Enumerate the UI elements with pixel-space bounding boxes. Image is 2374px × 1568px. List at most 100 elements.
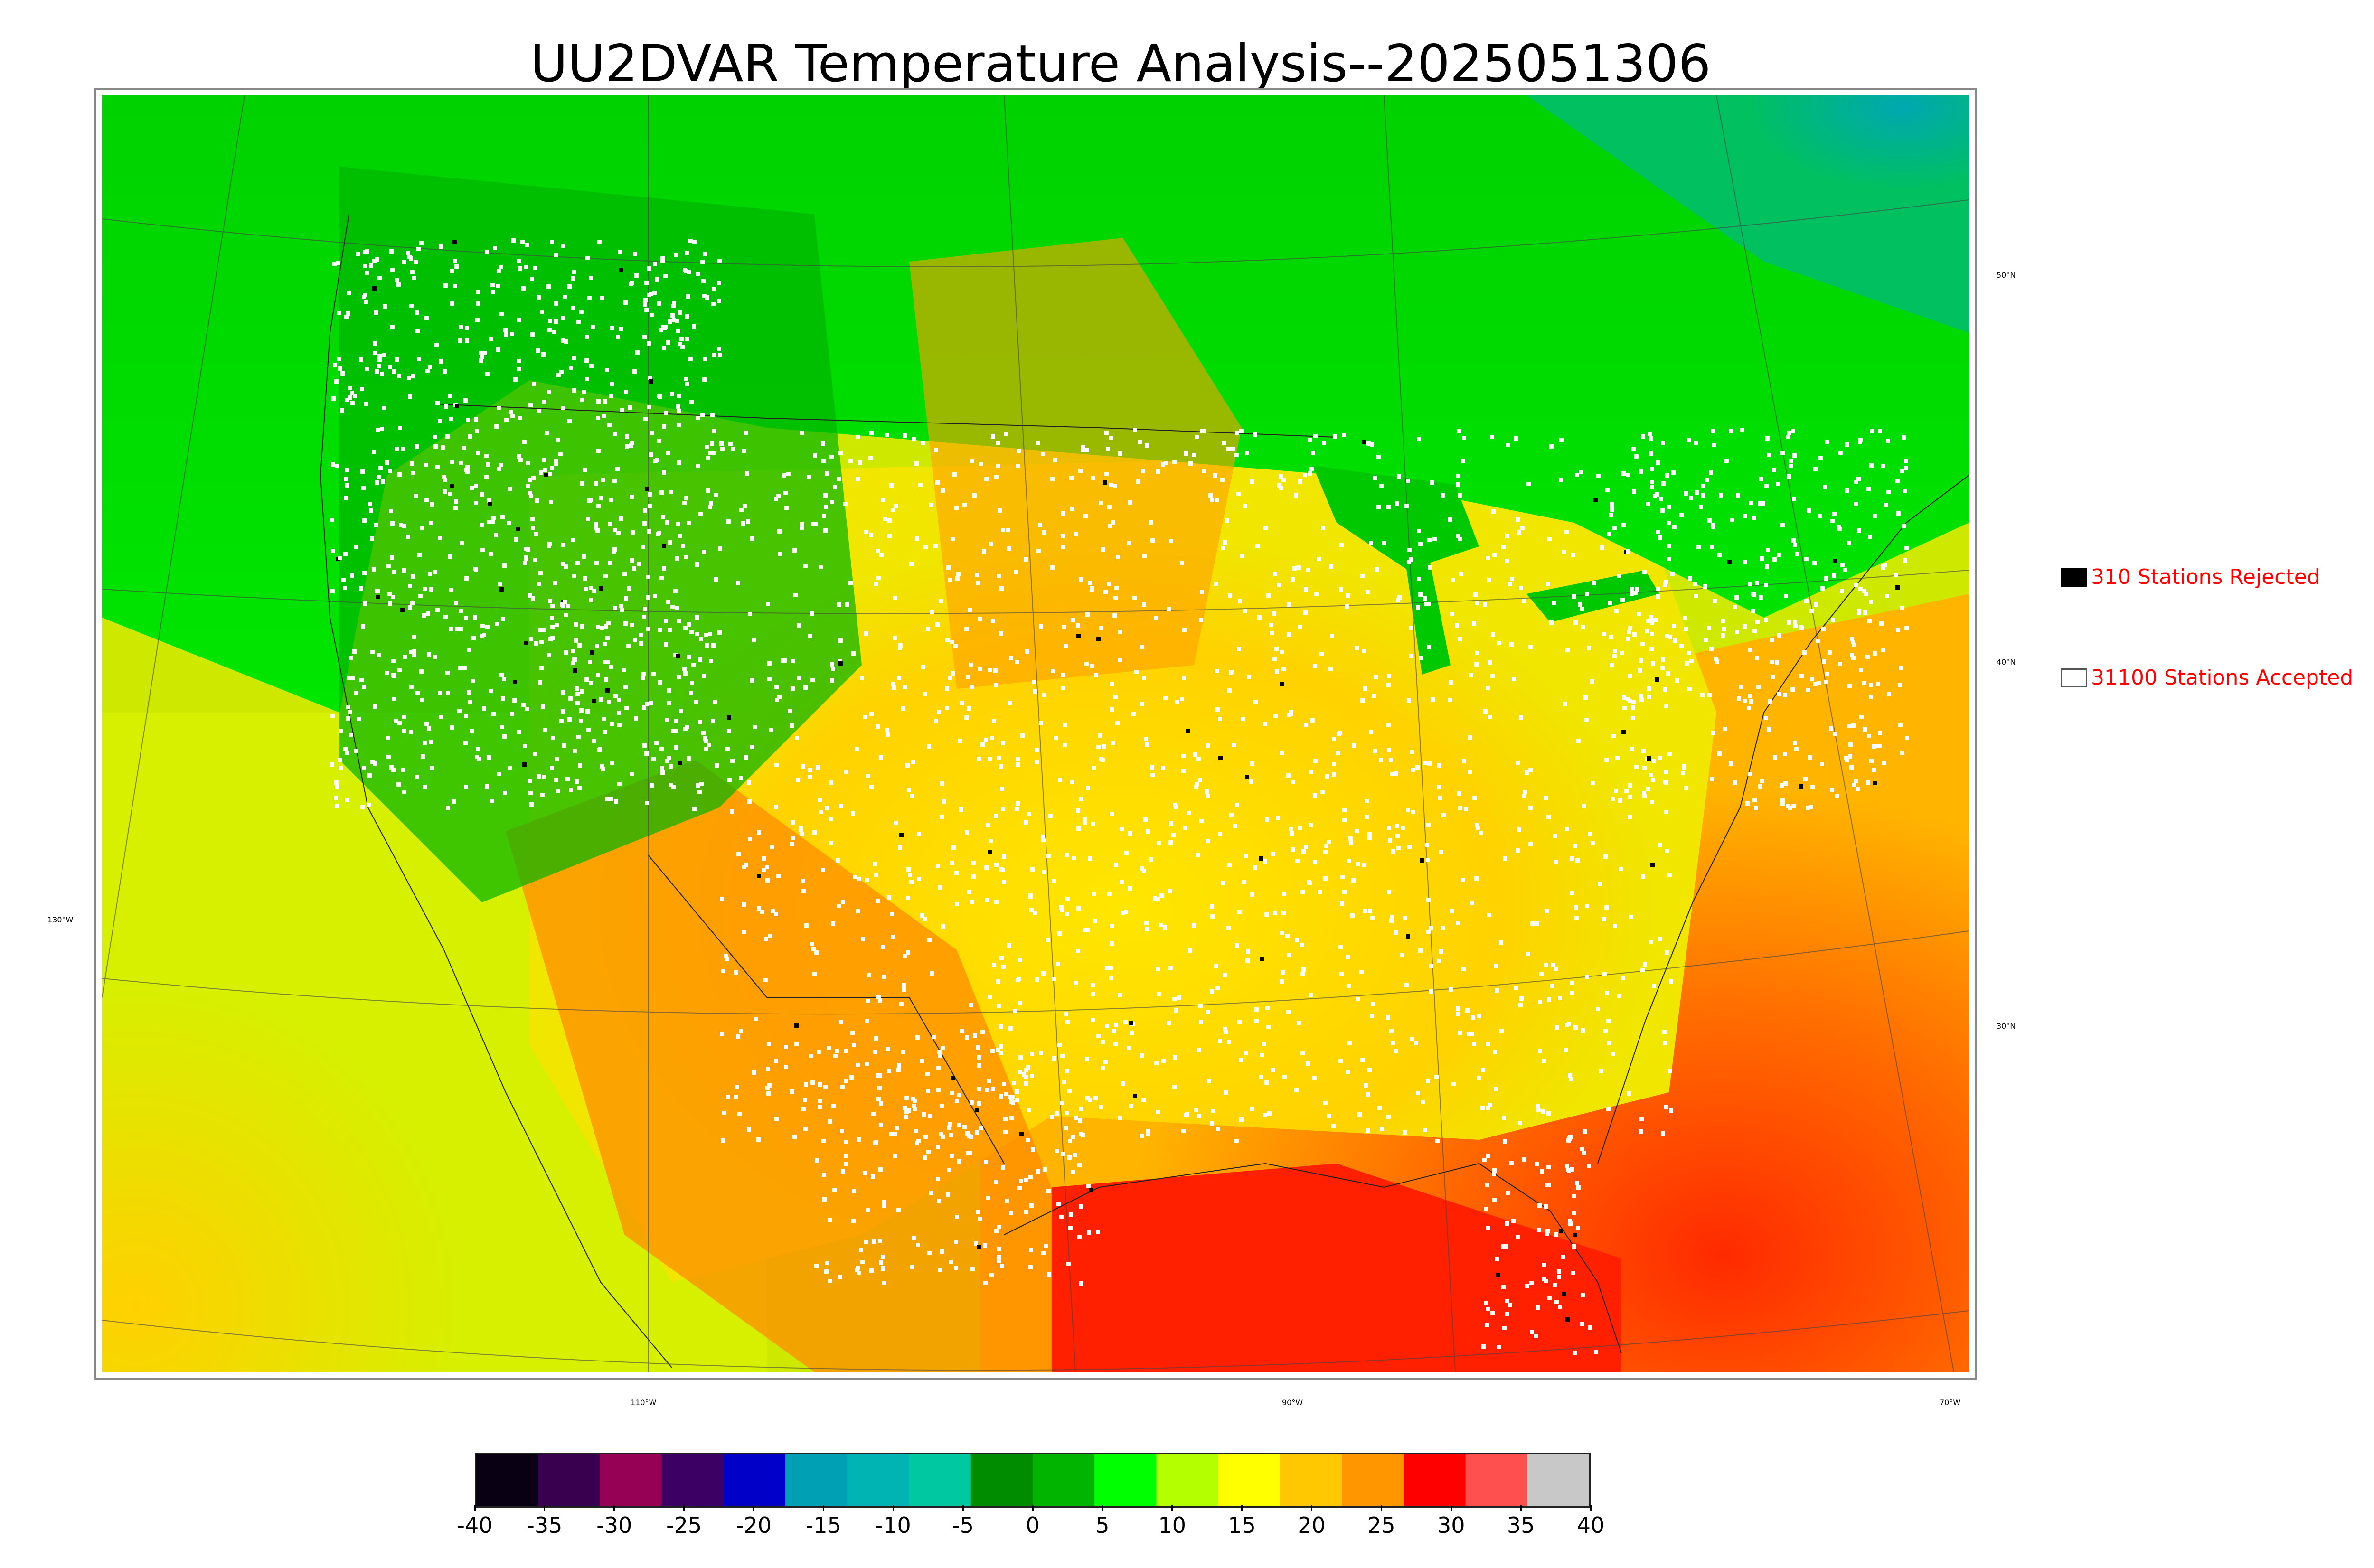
lat-label-50: 50°N <box>1997 271 2016 280</box>
station-dot <box>746 519 750 524</box>
station-dot <box>1163 696 1168 700</box>
station-dot <box>1650 800 1654 804</box>
station-dot <box>547 390 551 394</box>
colorbar-segment <box>1404 1454 1466 1506</box>
station-dot <box>1041 1251 1046 1255</box>
station-dot <box>1760 556 1764 561</box>
station-dot <box>408 584 412 588</box>
station-dot <box>1699 505 1703 509</box>
station-dot <box>1200 590 1204 594</box>
station-dot <box>699 637 703 641</box>
station-dot <box>999 956 1004 960</box>
station-dot <box>625 434 629 439</box>
station-dot <box>1016 464 1020 468</box>
station-dot <box>1371 1002 1375 1006</box>
station-dot <box>1067 1089 1072 1093</box>
station-dot <box>1607 532 1611 536</box>
station-dot <box>1064 1126 1068 1130</box>
station-dot <box>564 564 568 569</box>
station-dot <box>359 357 363 362</box>
station-dot <box>1076 808 1080 813</box>
station-dot <box>747 1127 751 1132</box>
station-dot <box>497 406 501 410</box>
station-dot <box>896 1068 901 1072</box>
station-dot <box>1545 909 1549 913</box>
station-dot <box>634 273 639 278</box>
station-dot <box>717 347 721 351</box>
station-dot <box>757 830 761 835</box>
station-dot <box>1154 1061 1159 1065</box>
station-dot <box>1539 972 1544 976</box>
station-dot <box>1572 1244 1576 1249</box>
station-dot <box>1352 743 1356 748</box>
station-dot <box>1794 747 1799 751</box>
station-dot <box>1205 789 1209 794</box>
station-dot <box>1112 1029 1116 1033</box>
station-dot <box>1791 429 1795 433</box>
station-dot <box>518 458 523 462</box>
station-dot <box>825 471 829 476</box>
station-dot <box>989 1273 994 1277</box>
station-dot <box>705 445 709 449</box>
station-dot <box>894 821 898 825</box>
station-dot <box>1456 534 1460 538</box>
station-dot <box>514 537 518 542</box>
station-dot <box>548 599 552 603</box>
station-dot <box>528 779 532 783</box>
station-dot <box>1712 443 1716 447</box>
station-dot <box>1660 508 1665 513</box>
station-dot <box>526 461 530 465</box>
station-dot <box>901 1050 905 1054</box>
station-dot <box>1289 710 1293 714</box>
station-dot <box>496 347 500 352</box>
station-dot <box>463 741 468 745</box>
station-dot <box>676 404 680 409</box>
station-dot <box>1088 1098 1092 1102</box>
station-dot <box>822 1173 826 1177</box>
station-dot <box>1389 758 1393 762</box>
station-dot <box>1865 655 1870 659</box>
station-dot <box>450 301 454 306</box>
station-dot <box>605 636 610 640</box>
station-dot <box>1027 1108 1031 1112</box>
station-dot <box>576 735 581 739</box>
station-dot <box>1780 798 1785 802</box>
colorbar-tick <box>1032 1505 1034 1511</box>
colorbar-gradient <box>476 1454 1590 1506</box>
station-dot <box>1409 626 1413 630</box>
station-dot <box>1085 1096 1090 1100</box>
colorbar-tick-label: 0 <box>1026 1512 1040 1538</box>
station-dot <box>1338 1059 1343 1063</box>
station-dot <box>1491 632 1495 637</box>
station-dot <box>1110 941 1114 946</box>
station-dot <box>829 841 833 845</box>
station-dot <box>891 682 895 686</box>
station-dot <box>1751 592 1755 596</box>
station-dot <box>936 1066 941 1070</box>
station-dot <box>952 472 957 477</box>
station-dot <box>623 685 628 689</box>
station-dot <box>345 398 349 402</box>
station-dot <box>1350 913 1355 918</box>
station-dot <box>1566 1168 1570 1172</box>
station-dot <box>1193 752 1197 757</box>
station-dot <box>1210 1121 1214 1126</box>
station-dot <box>538 571 543 575</box>
station-dot <box>443 478 447 482</box>
station-dot <box>1484 1301 1488 1305</box>
station-dot <box>1881 564 1885 569</box>
station-dot <box>1619 867 1623 871</box>
station-dot <box>603 730 607 734</box>
station-dot <box>1667 544 1671 548</box>
station-dot <box>336 261 340 265</box>
station-dot <box>1429 926 1433 930</box>
station-dot <box>1253 432 1257 437</box>
station-dot <box>1807 508 1811 513</box>
station-dot <box>1667 521 1671 525</box>
station-dot <box>863 1171 867 1175</box>
station-dot <box>657 301 661 306</box>
station-dot <box>589 681 593 685</box>
station-dot <box>1610 507 1614 512</box>
station-dot <box>687 270 691 274</box>
station-dot <box>542 400 546 404</box>
